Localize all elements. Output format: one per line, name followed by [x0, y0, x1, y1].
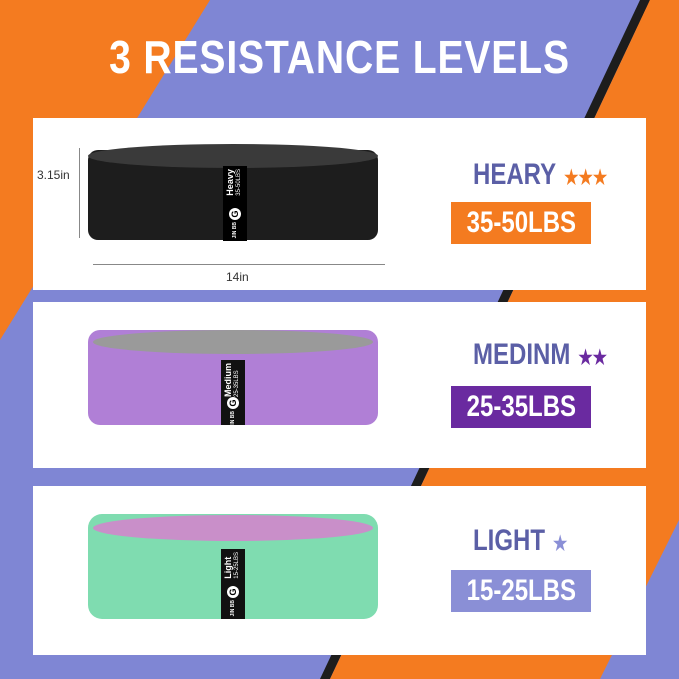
- width-line: [93, 264, 385, 265]
- weight-badge: 25-35LBS: [451, 386, 591, 428]
- brand-name: JIN BB: [232, 221, 238, 238]
- height-label: 3.15in: [37, 168, 70, 182]
- weight-badge: 35-50LBS: [451, 202, 591, 244]
- page-title: 3 RESISTANCE LEVELS: [109, 31, 570, 83]
- band-image-heavy: [88, 144, 378, 241]
- brand-logo-icon: G: [227, 585, 239, 598]
- band-range: 15-25LBS: [234, 552, 240, 579]
- level-name: MEDINM ★★: [473, 338, 608, 371]
- star-icon: ★: [553, 533, 568, 555]
- band-tag-light: Light 15-25LBS G JIN BB: [221, 549, 245, 619]
- level-panel-light: Light 15-25LBS G JIN BB LIGHT ★ 15-25LBS: [33, 486, 646, 655]
- band-label: Medium: [223, 363, 233, 398]
- band-tag-heavy: Heavy 35-50LBS G JIN BB: [223, 166, 247, 241]
- level-panel-heavy: Heavy 35-50LBS G JIN BB 3.15in 14in HEAR…: [33, 118, 646, 290]
- level-name: HEARY ★★★: [473, 158, 608, 191]
- weight-badge: 15-25LBS: [451, 570, 591, 612]
- level-name: LIGHT ★: [473, 524, 568, 557]
- brand-name: JIN BB: [230, 599, 236, 616]
- band-label: Light: [223, 556, 233, 579]
- width-label: 14in: [226, 270, 249, 284]
- band-image-medium: [88, 330, 378, 425]
- height-line: [79, 148, 80, 238]
- band-image-light: [88, 514, 378, 619]
- brand-logo-icon: G: [229, 207, 241, 220]
- star-icon: ★★★: [564, 167, 608, 189]
- level-panel-medium: Medium 25-35LBS G JIN BB MEDINM ★★ 25-35L…: [33, 302, 646, 468]
- brand-name: JIN BB: [230, 411, 236, 425]
- band-range: 35-50LBS: [236, 169, 242, 196]
- brand-logo-icon: G: [227, 397, 239, 410]
- band-label: Heavy: [225, 169, 235, 196]
- star-icon: ★★: [578, 347, 608, 369]
- band-tag-medium: Medium 25-35LBS G JIN BB: [221, 360, 245, 425]
- band-range: 25-35LBS: [234, 370, 240, 398]
